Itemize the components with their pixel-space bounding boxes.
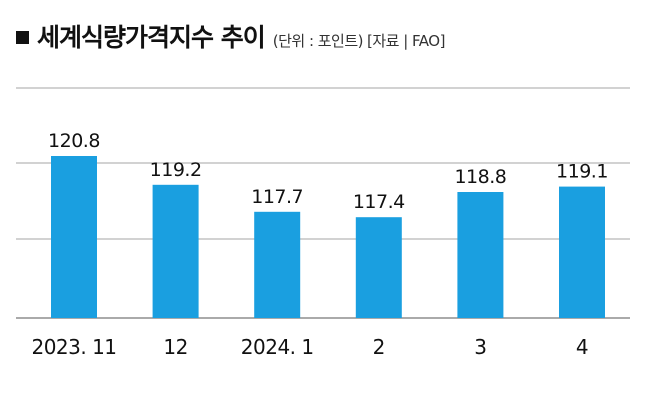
data-label: 117.7 [251, 186, 303, 208]
bar [152, 184, 199, 318]
bar [254, 211, 301, 318]
bar [457, 192, 504, 318]
bar [51, 156, 97, 318]
value-labels: 120.8 119.2 117.7 117.4 118.8 119.1 [48, 130, 608, 213]
data-label: 117.4 [353, 191, 405, 213]
bar [559, 186, 605, 318]
x-tick-label: 3 [474, 335, 486, 359]
bars [51, 156, 605, 318]
gridlines [16, 87, 630, 319]
x-tick-label: 12 [163, 335, 187, 359]
data-label: 120.8 [48, 130, 100, 152]
chart-source: [자료 | FAO] [367, 32, 445, 50]
x-tick-label: 2 [373, 335, 385, 359]
data-label: 118.8 [454, 166, 506, 188]
x-tick-labels: 2023. 11 12 2024. 1 2 3 4 [31, 335, 588, 359]
chart-unit: (단위 : 포인트) [272, 32, 364, 50]
x-tick-label: 2023. 11 [31, 335, 116, 359]
chart-title: 세계식량가격지수 추이 [37, 23, 266, 52]
bar [355, 217, 402, 318]
x-tick-label: 4 [576, 335, 588, 359]
x-tick-label: 2024. 1 [241, 335, 314, 359]
chart-title-row: 세계식량가격지수 추이 (단위 : 포인트) [자료 | FAO] [16, 18, 445, 54]
data-label: 119.1 [556, 161, 608, 183]
data-label: 119.2 [150, 159, 202, 181]
title-bullet-icon [16, 31, 29, 44]
